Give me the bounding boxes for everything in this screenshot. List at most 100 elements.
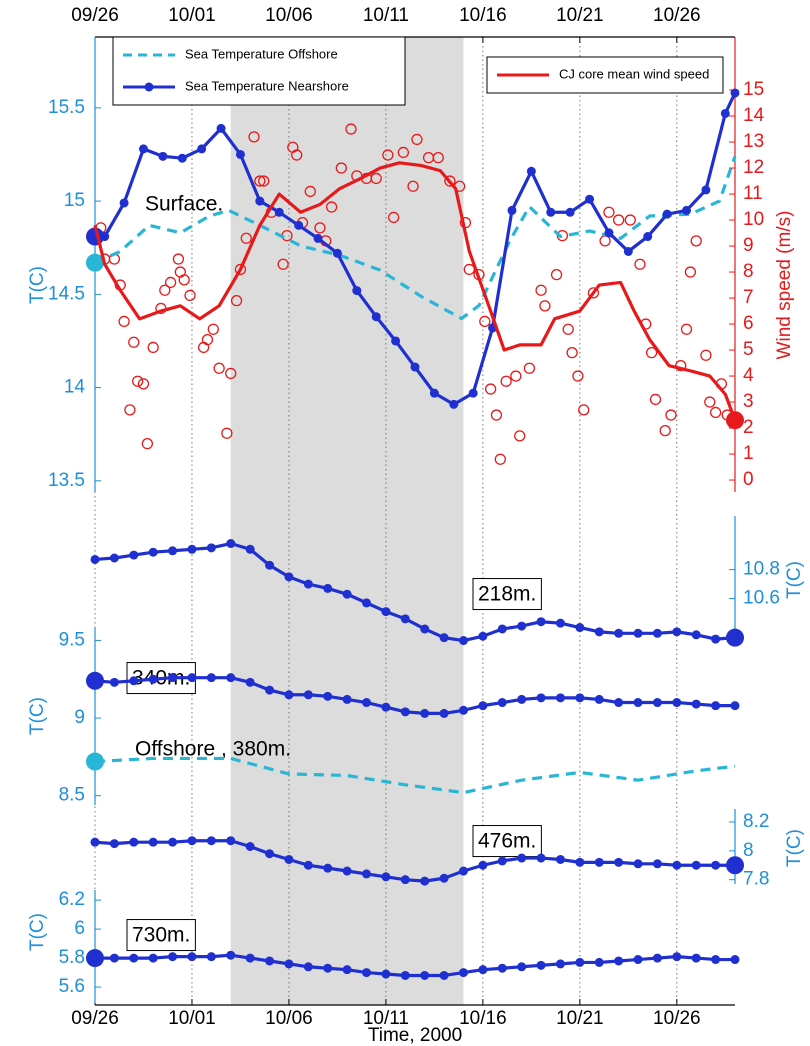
y-tick-label: 15.5 xyxy=(48,97,85,118)
series-marker xyxy=(284,959,294,969)
scatter-point xyxy=(523,362,536,374)
scatter-point xyxy=(382,149,394,161)
y-tick-label: 8.5 xyxy=(59,785,85,806)
scatter-point xyxy=(240,232,252,244)
scatter-point xyxy=(345,123,357,135)
scatter-point xyxy=(178,274,190,286)
y-tick-label: 2 xyxy=(743,417,754,438)
series-marker xyxy=(420,708,430,718)
series-marker xyxy=(206,836,216,846)
scatter-point xyxy=(184,289,196,302)
series-marker xyxy=(245,953,255,963)
scatter-point xyxy=(587,287,600,299)
series-marker xyxy=(332,248,342,258)
label-box xyxy=(472,825,542,858)
series-marker xyxy=(284,854,294,864)
series-marker xyxy=(652,953,662,963)
series-marker xyxy=(555,959,565,969)
scatter-point xyxy=(566,346,578,359)
y-tick-label: 13.5 xyxy=(48,470,85,491)
scatter-point xyxy=(201,333,214,346)
series-marker xyxy=(303,579,313,589)
y-tick-label: 5.8 xyxy=(59,947,85,968)
label-box xyxy=(126,919,196,952)
series-marker xyxy=(400,707,410,717)
scatter-point xyxy=(680,323,693,335)
x-tick-label: 10/16 xyxy=(459,1008,507,1029)
series-marker xyxy=(458,968,468,978)
scatter-point xyxy=(141,437,154,450)
series-marker xyxy=(652,698,662,708)
y-tick-label: 5 xyxy=(743,339,754,360)
endpoint-marker xyxy=(86,949,104,968)
series-marker xyxy=(303,860,313,870)
series-marker xyxy=(720,108,730,118)
y-tick-label: 6.2 xyxy=(59,889,85,910)
y-tick-label: 11 xyxy=(743,183,763,204)
series-marker xyxy=(342,694,352,704)
series-marker xyxy=(614,956,624,966)
series-marker xyxy=(90,554,100,564)
series-marker xyxy=(138,144,148,154)
series-marker xyxy=(517,621,527,631)
series-marker xyxy=(526,166,536,176)
series-marker xyxy=(90,837,100,847)
x-axis-label: Time, 2000 xyxy=(368,1025,462,1046)
y-tick-label: 12 xyxy=(743,157,764,178)
series-marker xyxy=(730,955,740,965)
series-marker xyxy=(245,544,255,554)
series-marker xyxy=(536,693,546,703)
series-line xyxy=(94,839,735,883)
series-marker xyxy=(420,624,430,634)
scatter-point xyxy=(258,175,270,187)
series-marker xyxy=(594,627,604,637)
series-marker xyxy=(536,960,546,970)
legend-label: CJ core mean wind speed xyxy=(559,66,709,81)
x-tick-label: 10/01 xyxy=(168,1008,216,1029)
series-marker xyxy=(294,220,304,230)
scatter-point xyxy=(248,131,260,143)
series-marker xyxy=(575,623,585,633)
series-marker xyxy=(187,952,197,962)
x-tick-label-top: 10/26 xyxy=(653,5,701,26)
scatter-point xyxy=(159,284,171,296)
series-marker xyxy=(711,634,721,644)
series-marker xyxy=(458,636,468,646)
y-tick-label: 9 xyxy=(74,707,85,728)
legend-label: Sea Temperature Nearshore xyxy=(185,78,349,93)
series-marker xyxy=(129,676,139,686)
y-axis-label: T(C) xyxy=(27,913,48,951)
series-marker xyxy=(633,955,643,965)
y-tick-label: 4 xyxy=(743,365,754,386)
series-marker xyxy=(643,232,653,242)
series-marker xyxy=(546,207,556,217)
scatter-point xyxy=(490,409,503,421)
panel-label-group: 730m. xyxy=(126,919,196,952)
series-marker xyxy=(711,701,721,711)
y-axis-label: T(C) xyxy=(784,829,805,867)
scatter-point xyxy=(690,235,702,247)
series-marker xyxy=(168,952,178,962)
scatter-point xyxy=(407,180,419,192)
series-marker xyxy=(265,956,275,966)
series-marker xyxy=(575,857,585,867)
series-marker xyxy=(187,836,197,846)
series-marker xyxy=(691,953,701,963)
scatter-point xyxy=(704,396,716,408)
scatter-point xyxy=(221,427,233,439)
series-marker xyxy=(682,205,692,215)
series-marker xyxy=(381,607,391,617)
series-marker xyxy=(652,859,662,869)
series-marker xyxy=(226,836,236,846)
series-marker xyxy=(323,863,333,873)
scatter-point xyxy=(603,206,615,218)
series-marker xyxy=(129,837,139,847)
series-marker xyxy=(497,963,507,973)
series-marker xyxy=(109,839,119,849)
series-marker xyxy=(265,685,275,695)
series-marker xyxy=(255,196,265,206)
series-marker xyxy=(352,286,362,296)
series-marker xyxy=(381,969,391,979)
series-marker xyxy=(633,628,643,638)
